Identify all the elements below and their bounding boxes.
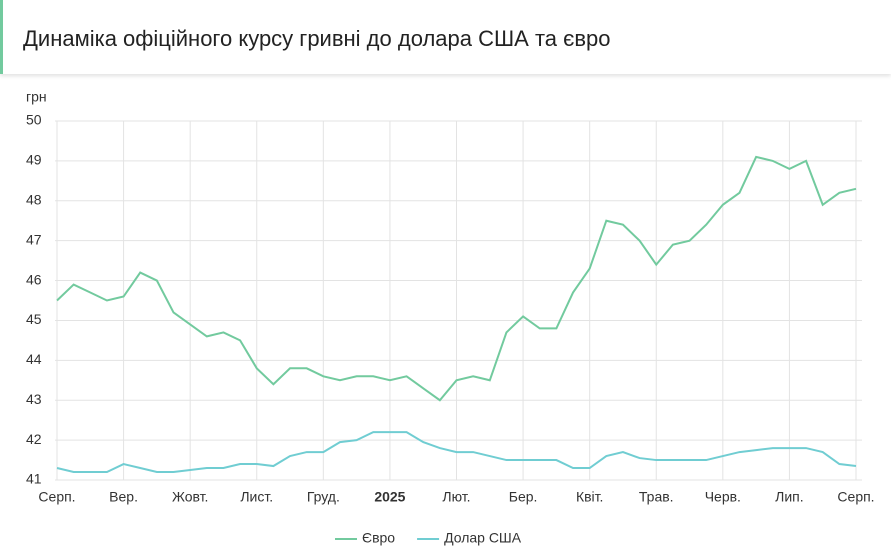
- chart: грн 41 42 43 44 45 46 47 48 49 50 Серп. Вер. Жовт. Ли…: [26, 89, 875, 546]
- x-tick-label: Лют.: [442, 489, 470, 505]
- x-tick-label: Трав.: [639, 489, 674, 505]
- header: Динаміка офіційного курсу гривні до дола…: [0, 0, 891, 74]
- legend-label: Євро: [362, 530, 395, 546]
- x-tick-label: Серп.: [837, 489, 874, 505]
- y-tick-label: 48: [26, 191, 42, 207]
- y-tick-label: 49: [26, 152, 42, 168]
- y-tick-label: 50: [26, 112, 42, 128]
- x-tick-label: Бер.: [509, 489, 538, 505]
- x-tick-label: Груд.: [307, 489, 340, 505]
- x-tick-label: Лип.: [775, 489, 803, 505]
- series-line: [56, 431, 857, 474]
- x-tick-label: Квіт.: [576, 489, 603, 505]
- y-tick-label: 43: [26, 391, 42, 407]
- y-axis-label: грн: [26, 89, 47, 105]
- legend-label: Долар США: [444, 530, 522, 546]
- y-tick-label: 45: [26, 311, 42, 327]
- title: Динаміка офіційного курсу гривні до дола…: [23, 26, 611, 51]
- x-tick-label: Вер.: [109, 489, 138, 505]
- x-tick-label: 2025: [374, 489, 405, 505]
- series-line: [56, 155, 857, 402]
- x-tick-label: Жовт.: [172, 489, 208, 505]
- y-tick-label: 44: [26, 351, 42, 367]
- y-tick-label: 41: [26, 471, 42, 487]
- y-tick-label: 42: [26, 431, 42, 447]
- y-tick-label: 46: [26, 271, 42, 287]
- y-tick-label: 47: [26, 231, 42, 247]
- x-tick-label: Серп.: [38, 489, 75, 505]
- x-tick-label: Черв.: [705, 489, 741, 505]
- x-tick-label: Лист.: [240, 489, 273, 505]
